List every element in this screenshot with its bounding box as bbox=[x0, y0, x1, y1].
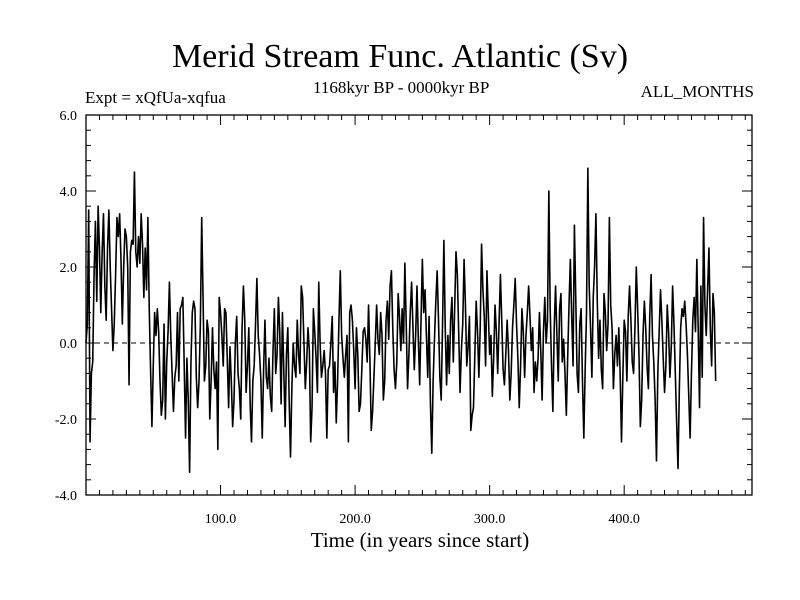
y-tick-label: 0.0 bbox=[60, 337, 78, 352]
x-axis-label: Time (in years since start) bbox=[310, 528, 530, 552]
y-tick-label: -2.0 bbox=[55, 413, 77, 428]
x-tick-label: 400.0 bbox=[608, 512, 640, 527]
x-tick-label: 200.0 bbox=[339, 512, 371, 527]
months-label: ALL_MONTHS bbox=[640, 82, 754, 101]
plot-frame bbox=[85, 114, 753, 496]
chart-subtitle: 1168kyr BP - 0000kyr BP bbox=[313, 78, 490, 97]
y-tick-label: 4.0 bbox=[60, 185, 78, 200]
series-line bbox=[85, 167, 717, 474]
y-tick-label: 2.0 bbox=[60, 261, 78, 276]
experiment-label: Expt = xQfUa-xqfua bbox=[85, 88, 226, 107]
chart-title: Merid Stream Func. Atlantic (Sv) bbox=[171, 38, 629, 75]
y-tick-label: -4.0 bbox=[55, 489, 77, 504]
tick-labels-layer: 100.0 200.0 300.0 400.0 -4.0 -2.0 0.0 2.0 4.0 6.0 bbox=[55, 109, 640, 527]
x-tick-label: 300.0 bbox=[474, 512, 506, 527]
y-tick-label: 6.0 bbox=[60, 109, 78, 124]
x-tick-label: 100.0 bbox=[205, 512, 237, 527]
